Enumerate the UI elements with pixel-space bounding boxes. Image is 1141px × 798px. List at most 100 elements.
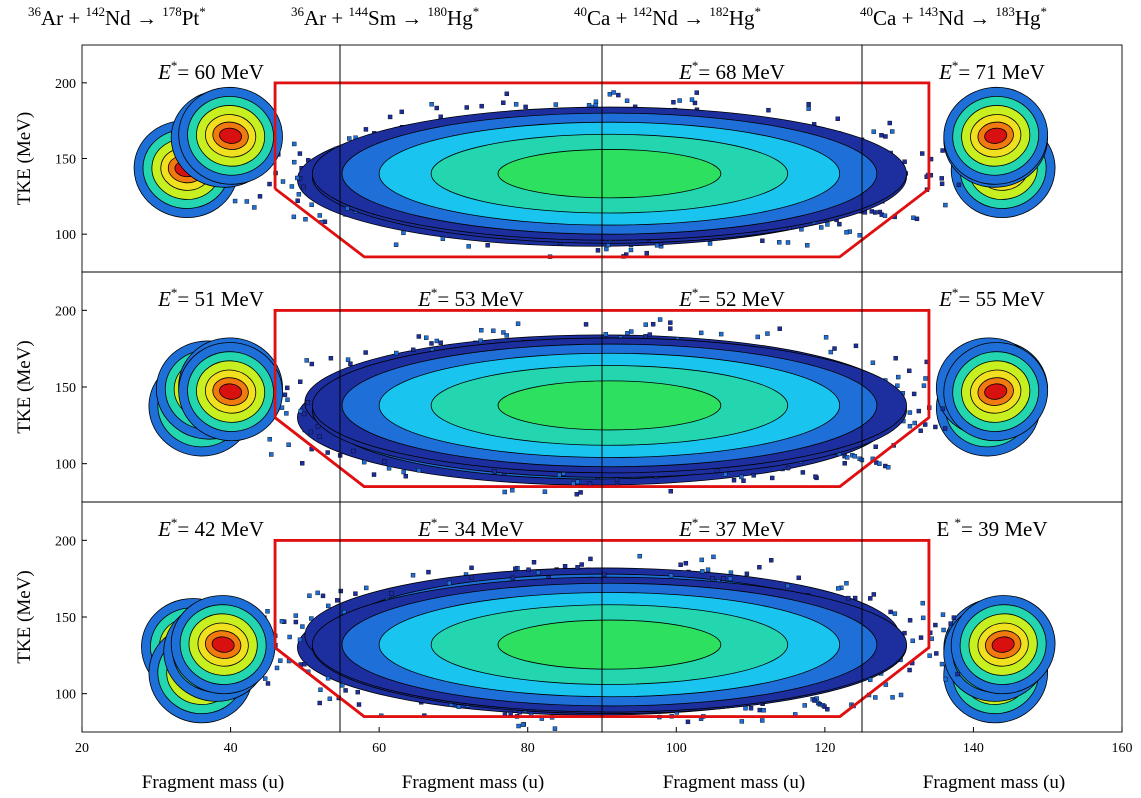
noise-dot (943, 202, 948, 208)
noise-dot (939, 176, 944, 181)
column-title-3: 40Ca + 142Nd → 182Hg* (574, 4, 762, 30)
noise-dot (939, 661, 945, 667)
noise-dot (940, 406, 946, 412)
noise-dot (434, 338, 440, 344)
noise-dot (416, 468, 422, 473)
noise-dot (776, 240, 782, 245)
noise-dot (335, 598, 340, 603)
noise-dot (837, 221, 842, 227)
noise-dot (668, 573, 674, 578)
noise-dot (343, 688, 348, 693)
noise-dot (516, 723, 521, 729)
noise-dot (429, 101, 434, 107)
noise-dot (387, 114, 393, 120)
noise-dot (469, 565, 474, 571)
noise-dot (394, 350, 399, 356)
noise-dot (611, 90, 616, 95)
noise-dot (382, 459, 387, 464)
energy-label: E*= 42 MeV (157, 515, 264, 541)
noise-dot (616, 92, 621, 98)
noise-dot (910, 638, 915, 644)
noise-dot (813, 474, 818, 479)
noise-dot (282, 392, 288, 398)
y-tick-label: 100 (55, 688, 76, 703)
noise-dot (777, 326, 782, 331)
noise-dot (309, 202, 314, 207)
noise-dot (943, 676, 948, 682)
noise-dot (345, 357, 351, 362)
noise-dot (586, 103, 592, 108)
noise-dot (805, 243, 810, 248)
noise-dot (304, 358, 309, 363)
noise-dot (303, 216, 308, 222)
noise-dot (485, 243, 490, 248)
noise-dot (907, 667, 912, 673)
noise-dot (574, 492, 580, 497)
y-axis-label: TKE (MeV) (14, 112, 35, 205)
noise-dot (806, 101, 811, 107)
noise-dot (602, 572, 607, 578)
noise-dot (836, 586, 841, 591)
noise-dot (468, 575, 474, 580)
x-tick-label: 160 (1112, 741, 1133, 756)
noise-dot (491, 328, 496, 334)
noise-dot (700, 569, 705, 574)
energy-label: E*= 55 MeV (938, 285, 1045, 311)
noise-dot (939, 181, 945, 186)
noise-dot (683, 560, 689, 566)
x-axis-label: Fragment mass (u) (142, 772, 284, 793)
noise-dot (822, 704, 827, 709)
noise-dot (825, 707, 830, 712)
noise-dot (297, 637, 303, 642)
noise-dot (934, 651, 939, 656)
noise-dot (553, 102, 559, 107)
noise-dot (501, 330, 506, 335)
noise-dot (739, 474, 744, 480)
noise-dot (401, 469, 406, 475)
noise-dot (440, 236, 446, 241)
noise-dot (364, 585, 369, 591)
y-tick-label: 150 (55, 153, 76, 168)
noise-dot (956, 182, 962, 188)
noise-dot (308, 429, 314, 435)
noise-dot (689, 97, 695, 102)
noise-dot (873, 695, 878, 700)
noise-dot (355, 689, 360, 695)
quasifission-contour (219, 127, 243, 144)
noise-dot (757, 707, 762, 713)
noise-dot (765, 331, 770, 336)
noise-dot (852, 454, 858, 459)
x-tick-label: 20 (75, 741, 89, 756)
noise-dot (751, 473, 756, 478)
noise-dot (523, 104, 528, 110)
energy-label: E*= 53 MeV (417, 285, 524, 311)
noise-dot (727, 576, 733, 581)
noise-dot (769, 558, 774, 563)
noise-dot (269, 452, 274, 457)
y-tick-label: 200 (55, 77, 76, 92)
noise-dot (907, 618, 913, 623)
noise-dot (401, 230, 406, 236)
y-axis-label: TKE (MeV) (14, 340, 35, 433)
quasifission-contour (984, 383, 1008, 400)
noise-dot (351, 448, 356, 454)
noise-dot (914, 216, 920, 222)
noise-dot (743, 706, 748, 711)
noise-dot (578, 490, 583, 495)
noise-dot (877, 461, 882, 466)
noise-dot (896, 374, 901, 380)
noise-dot (386, 466, 392, 471)
noise-dot (770, 475, 775, 481)
noise-dot (882, 213, 888, 218)
quasifission-contour (219, 383, 243, 400)
noise-dot (320, 593, 326, 599)
column-title-1: 36Ar + 142Nd → 178Pt* (28, 4, 206, 30)
noise-dot (300, 624, 305, 629)
noise-dot (325, 676, 331, 681)
noise-dot (718, 331, 724, 337)
noise-dot (888, 609, 893, 615)
noise-dot (698, 330, 704, 336)
noise-dot (293, 619, 299, 625)
noise-dot (328, 355, 334, 361)
